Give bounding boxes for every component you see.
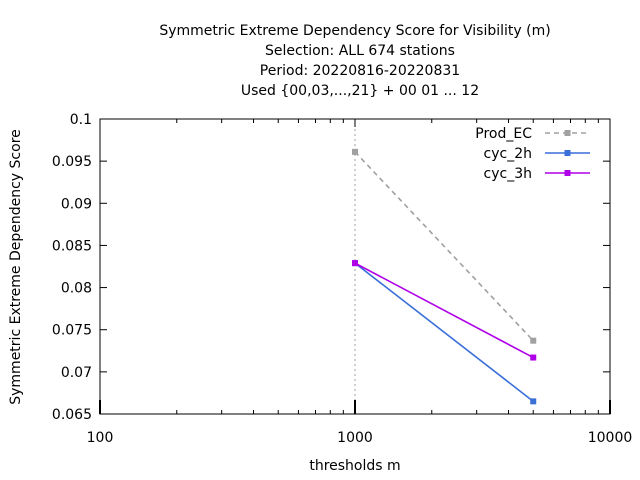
series-line-cyc_2h [354,262,534,402]
chart-title: Symmetric Extreme Dependency Score for V… [159,23,550,99]
y-tick-label: 0.065 [52,407,92,423]
legend-marker-cyc_2h [564,150,571,156]
y-axis: 0.065 0.07 0.075 0.08 0.085 0.09 0.095 0.1 [52,112,610,423]
y-tick-label: 0.085 [52,238,92,254]
data-point-cyc_3h [352,260,358,267]
y-tick-label: 0.07 [61,365,92,381]
title-line-2: Selection: ALL 674 stations [265,43,455,59]
series-line-Prod_EC [354,151,534,342]
data-point-cyc_3h [530,354,537,361]
title-line-3: Period: 20220816-20220831 [260,63,460,79]
data-point-Prod_EC [352,148,358,155]
series-Prod_EC [352,148,537,344]
legend-label-Prod_EC: Prod_EC [475,126,532,142]
x-tick-label: 10000 [588,430,633,446]
y-tick-label: 0.1 [70,112,92,128]
x-tick-label: 1000 [337,430,373,446]
data-point-cyc_2h [530,398,537,405]
series-layer [352,148,537,405]
legend-label-cyc_3h: cyc_3h [484,166,532,182]
title-line-4: Used {00,03,...,21} + 00 01 ... 12 [241,83,479,99]
data-point-Prod_EC [530,337,537,344]
legend-marker-cyc_3h [564,170,571,176]
title-line-1: Symmetric Extreme Dependency Score for V… [159,23,550,39]
y-axis-label: Symmetric Extreme Dependency Score [8,129,24,405]
x-axis: 100 1000 10000 [87,119,633,446]
series-line-cyc_3h [354,262,534,359]
x-tick-label: 100 [87,430,114,446]
y-tick-label: 0.09 [61,196,92,212]
series-cyc_3h [352,260,537,361]
legend-label-cyc_2h: cyc_2h [484,146,532,162]
y-tick-label: 0.095 [52,154,92,170]
x-axis-label: thresholds m [309,458,400,474]
y-tick-label: 0.08 [61,281,92,297]
y-tick-label: 0.075 [52,323,92,339]
legend: Prod_EC cyc_2h cyc_3h [475,126,590,182]
legend-marker-Prod_EC [564,130,571,136]
series-cyc_2h [352,260,537,405]
